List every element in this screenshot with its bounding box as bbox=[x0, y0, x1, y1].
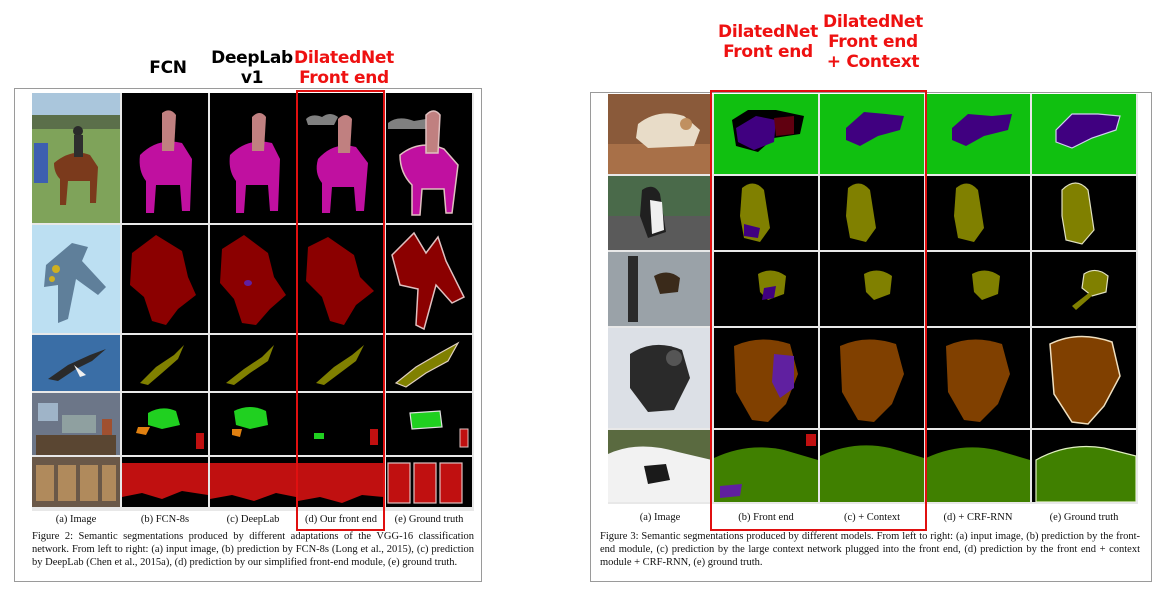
fig3-col-label-ground-truth: (e) Ground truth bbox=[1049, 512, 1119, 523]
header-dilatednet-front-end-right-text: DilatedNet Front end bbox=[718, 22, 818, 62]
fig3-row3-front-end bbox=[714, 252, 818, 326]
fig3-col-label-front-end: (b) Front end bbox=[738, 512, 794, 523]
fig3-row2-context bbox=[820, 176, 924, 250]
fig3-row1-front-end bbox=[714, 94, 818, 174]
fig3-row5-front-end bbox=[714, 430, 818, 502]
header-dilatednet-front-end-context-text: DilatedNet Front end + Context bbox=[823, 12, 923, 72]
fig3-col-label-image: (a) Image bbox=[639, 512, 681, 523]
fig2-row3-ground-truth bbox=[386, 335, 472, 391]
header-dilatednet-front-end-left: DilatedNet Front end bbox=[294, 48, 394, 88]
fig3-row3-ground-truth bbox=[1032, 252, 1136, 326]
fig2-row1-deeplab bbox=[210, 93, 296, 223]
fig3-row5-image bbox=[608, 430, 712, 502]
fig2-row5-ground-truth bbox=[386, 457, 472, 507]
fig3-row1-context bbox=[820, 94, 924, 174]
fig3-row1-image bbox=[608, 94, 712, 174]
fig3-row4-image bbox=[608, 328, 712, 428]
fig2-row2-deeplab bbox=[210, 225, 296, 333]
fig2-col-label-fcn: (b) FCN-8s bbox=[140, 514, 190, 525]
fig2-row1-ground-truth bbox=[386, 93, 472, 223]
fig3-row4-front-end bbox=[714, 328, 818, 428]
figure-2-caption: Figure 2: Semantic segmentations produce… bbox=[32, 531, 474, 568]
fig2-row2-image bbox=[32, 225, 120, 333]
fig3-row3-image bbox=[608, 252, 712, 326]
highlight-box-figure2-front-end bbox=[296, 90, 385, 531]
header-fcn: FCN bbox=[149, 58, 187, 78]
fig2-row4-fcn bbox=[122, 393, 208, 455]
fig2-row1-fcn bbox=[122, 93, 208, 223]
fig2-col-label-ground-truth: (e) Ground truth bbox=[394, 514, 464, 525]
fig2-col-label-deeplab: (c) DeepLab bbox=[226, 514, 280, 525]
figure-3-grid bbox=[608, 94, 1138, 504]
fig2-row2-our-front-end bbox=[298, 225, 384, 333]
header-deeplab-text: DeepLab v1 bbox=[211, 48, 293, 88]
fig3-row1-crf-rnn bbox=[926, 94, 1030, 174]
highlight-box-figure3-front-end-context bbox=[710, 90, 927, 531]
fig3-row5-ground-truth bbox=[1032, 430, 1136, 502]
header-dilatednet-front-end-left-text: DilatedNet Front end bbox=[294, 48, 394, 88]
fig3-row2-ground-truth bbox=[1032, 176, 1136, 250]
fig2-row3-our-front-end bbox=[298, 335, 384, 391]
fig2-row1-our-front-end bbox=[298, 93, 384, 223]
header-dilatednet-front-end-right: DilatedNet Front end bbox=[718, 22, 818, 62]
fig3-row3-crf-rnn bbox=[926, 252, 1030, 326]
fig3-row2-crf-rnn bbox=[926, 176, 1030, 250]
header-dilatednet-front-end-context: DilatedNet Front end + Context bbox=[818, 12, 928, 72]
fig2-row5-image bbox=[32, 457, 120, 507]
fig2-row4-our-front-end bbox=[298, 393, 384, 455]
fig2-row2-ground-truth bbox=[386, 225, 472, 333]
fig3-row4-ground-truth bbox=[1032, 328, 1136, 428]
fig2-row2-fcn bbox=[122, 225, 208, 333]
fig2-col-label-image: (a) Image bbox=[55, 514, 97, 525]
fig3-row5-context bbox=[820, 430, 924, 502]
figure-2-grid bbox=[32, 93, 474, 511]
fig2-row3-fcn bbox=[122, 335, 208, 391]
fig3-row4-crf-rnn bbox=[926, 328, 1030, 428]
fig3-row2-image bbox=[608, 176, 712, 250]
fig3-row1-ground-truth bbox=[1032, 94, 1136, 174]
figure-3-caption: Figure 3: Semantic segmentations produce… bbox=[600, 531, 1140, 568]
fig2-row5-fcn bbox=[122, 457, 208, 507]
fig2-row1-image bbox=[32, 93, 120, 223]
fig2-row5-deeplab bbox=[210, 457, 296, 507]
fig2-row3-deeplab bbox=[210, 335, 296, 391]
fig3-row4-context bbox=[820, 328, 924, 428]
fig3-row2-front-end bbox=[714, 176, 818, 250]
fig2-row4-ground-truth bbox=[386, 393, 472, 455]
fig3-col-label-crf-rnn: (d) + CRF-RNN bbox=[943, 512, 1013, 523]
fig2-col-label-our-front-end: (d) Our front end bbox=[304, 514, 378, 525]
fig3-row5-crf-rnn bbox=[926, 430, 1030, 502]
header-deeplab: DeepLab v1 bbox=[210, 48, 294, 88]
fig3-col-label-context: (c) + Context bbox=[843, 512, 901, 523]
fig2-row5-our-front-end bbox=[298, 457, 384, 507]
fig2-row4-deeplab bbox=[210, 393, 296, 455]
fig2-row3-image bbox=[32, 335, 120, 391]
fig2-row4-image bbox=[32, 393, 120, 455]
fig3-row3-context bbox=[820, 252, 924, 326]
